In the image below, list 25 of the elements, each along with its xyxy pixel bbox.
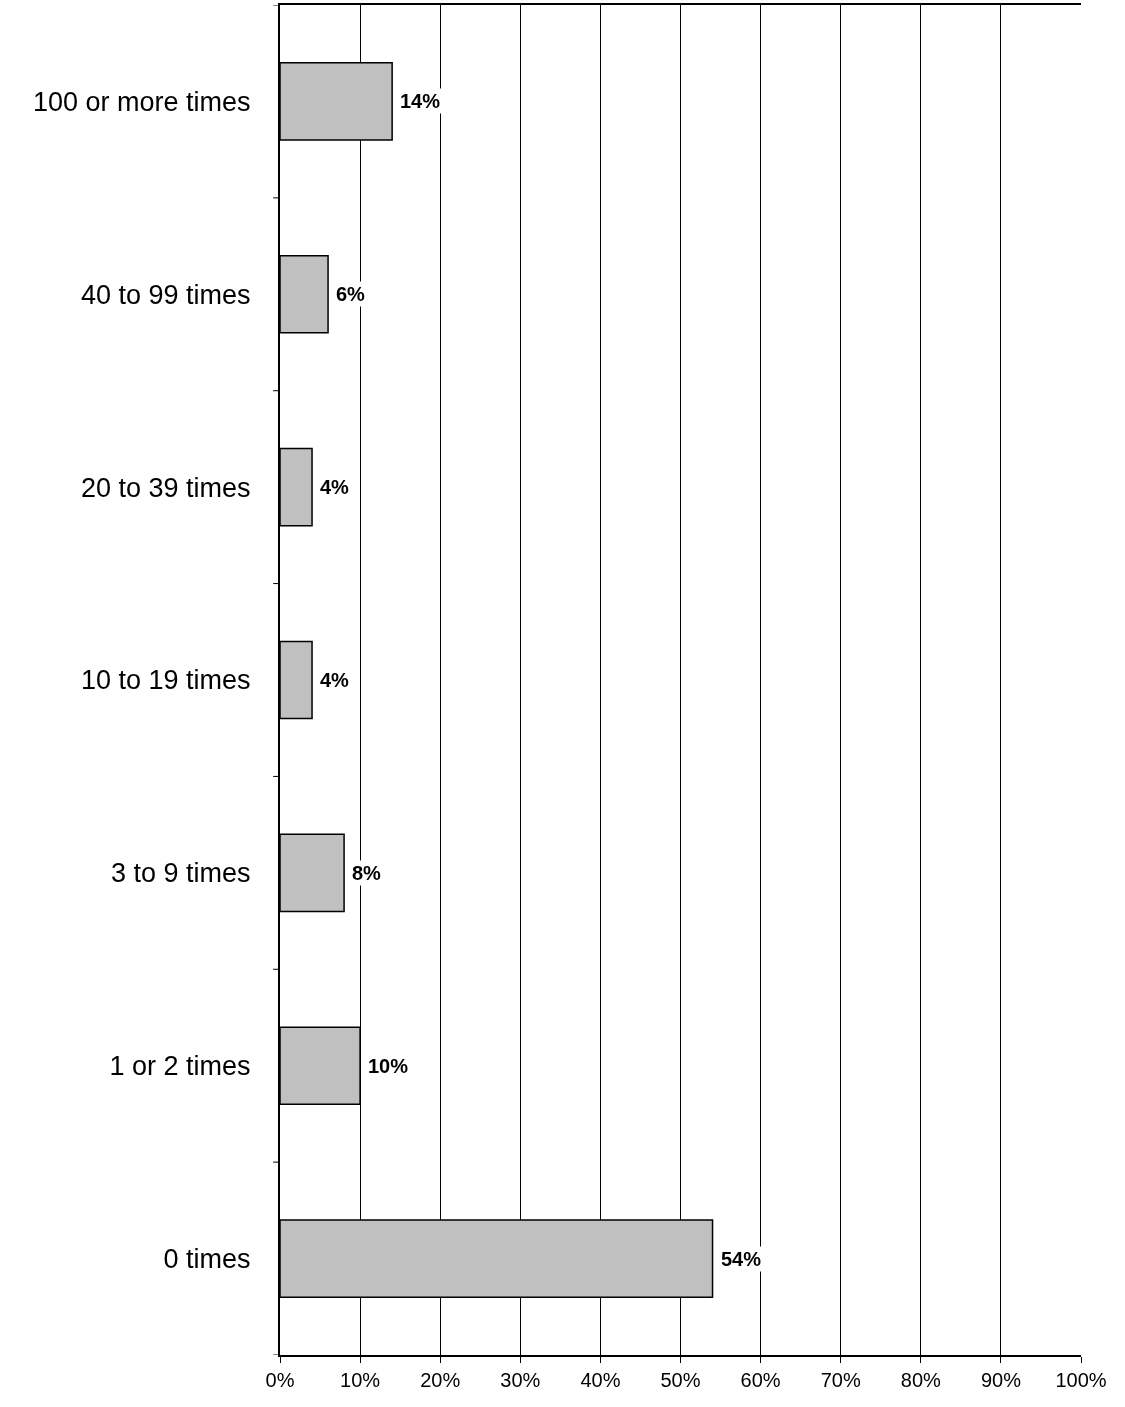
data-label: 14% (400, 90, 441, 112)
x-tick-label: 20% (420, 1369, 461, 1391)
y-tick-label: 40 to 99 times (81, 279, 251, 310)
x-tick-label: 80% (900, 1369, 942, 1391)
x-tick-label: 60% (740, 1369, 781, 1391)
x-tick-label: 90% (980, 1369, 1022, 1391)
x-tick-label: 30% (500, 1369, 541, 1391)
x-tick-label: 50% (660, 1369, 701, 1391)
x-tick-label: 0% (265, 1369, 295, 1391)
data-label: 6% (336, 283, 366, 305)
x-tick-label: 40% (580, 1369, 621, 1391)
data-label: 54% (721, 1248, 762, 1270)
data-label: 4% (320, 669, 350, 691)
data-label: 8% (352, 862, 382, 884)
y-tick-label: 10 to 19 times (81, 665, 251, 696)
x-tick-label: 70% (820, 1369, 861, 1391)
data-label: 4% (320, 476, 350, 498)
y-tick-label: 3 to 9 times (111, 858, 251, 889)
y-tick-label: 0 times (163, 1244, 251, 1275)
x-tick-label: 100% (1055, 1369, 1107, 1391)
y-tick-label: 1 or 2 times (109, 1051, 251, 1082)
y-tick-label: 100 or more times (33, 86, 251, 117)
x-tick-label: 10% (340, 1369, 381, 1391)
data-label: 10% (368, 1055, 409, 1077)
y-tick-label: 20 to 39 times (81, 472, 251, 503)
